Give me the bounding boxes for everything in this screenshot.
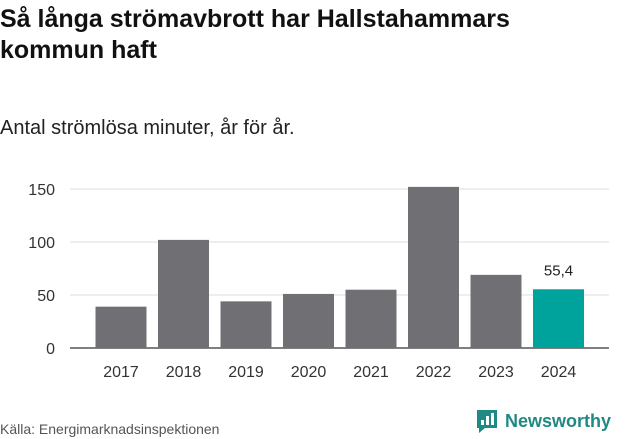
x-tick-label: 2021: [353, 364, 389, 381]
x-tick-label: 2020: [291, 364, 327, 381]
bar-2018: [158, 239, 209, 348]
newsworthy-logo-icon: [477, 410, 497, 433]
y-tick-label: 100: [28, 235, 55, 252]
bar-2022: [408, 186, 459, 348]
bar-2024: [533, 289, 584, 348]
bar-2017: [95, 306, 147, 348]
bar-2023: [470, 274, 522, 348]
y-tick-label: 150: [28, 182, 55, 199]
x-tick-label: 2023: [478, 364, 514, 381]
chart-subtitle: Antal strömlösa minuter, år för år.: [0, 117, 295, 139]
y-tick-label: 50: [37, 288, 55, 305]
brand-name: Newsworthy: [505, 410, 612, 431]
chart-title: Så långa strömavbrott har Hallstahammars…: [0, 5, 510, 64]
bar-2019: [220, 301, 272, 348]
x-tick-label: 2017: [103, 364, 139, 381]
x-tick-label: 2024: [541, 364, 577, 381]
x-tick-label: 2019: [228, 364, 264, 381]
y-tick-label: 0: [46, 341, 55, 358]
bar-2020: [283, 293, 334, 348]
bar-chart: 0 50 100 150 2017 2018 2019 2020 2021 2022 2023 20…: [28, 182, 609, 381]
bar-2021: [345, 289, 397, 348]
x-tick-label: 2018: [166, 364, 202, 381]
x-tick-label: 2022: [416, 364, 452, 381]
data-label: 55,4: [544, 262, 573, 279]
brand-logo: Newsworthy: [475, 408, 611, 434]
source-note: Källa: Energimarknadsinspektionen: [0, 421, 220, 437]
